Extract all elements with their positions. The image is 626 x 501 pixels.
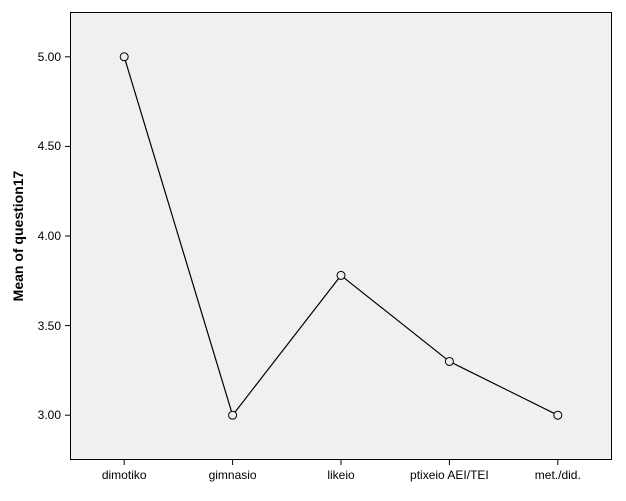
line-chart: Mean of question17 3.003.504.004.505.00 … [0, 0, 626, 501]
x-tick-label: ptixeio AEI/TEI [410, 468, 489, 482]
x-tick-label: dimotiko [102, 468, 147, 482]
y-tick-label: 3.00 [21, 408, 61, 422]
y-tick-label: 5.00 [21, 50, 61, 64]
x-tick-label: likeio [327, 468, 354, 482]
chart-svg [0, 0, 626, 501]
y-tick-label: 4.50 [21, 139, 61, 153]
y-tick-label: 4.00 [21, 229, 61, 243]
x-tick-label: met./did. [535, 468, 581, 482]
y-tick-label: 3.50 [21, 319, 61, 333]
x-tick-label: gimnasio [209, 468, 257, 482]
